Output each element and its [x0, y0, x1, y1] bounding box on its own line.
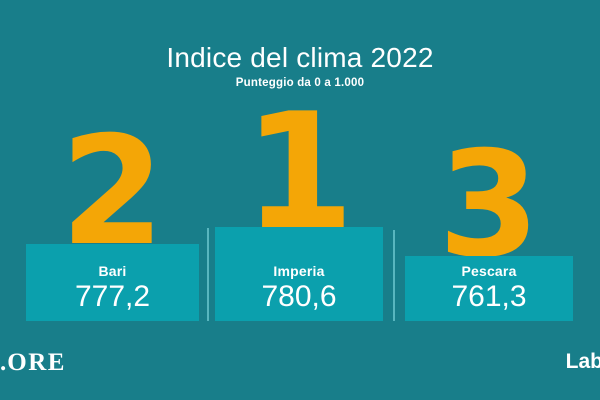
score-value-bari: 777,2 [74, 280, 151, 313]
rank-number-bari: 2 [60, 104, 165, 279]
city-label-bari: Bari [98, 263, 127, 279]
sole24ore-logo-dot: . [0, 349, 7, 376]
rank-number-pescara: 3 [438, 120, 540, 291]
podium-divider-left [207, 228, 209, 321]
sole24ore-logo: .ORE [0, 350, 66, 375]
chart-subtitle: Punteggio da 0 a 1.000 [235, 77, 365, 89]
city-label-pescara: Pescara [461, 263, 517, 279]
score-value-pescara: 761,3 [451, 280, 527, 313]
score-value-imperia: 780,6 [261, 280, 337, 313]
city-label-imperia: Imperia [273, 263, 325, 279]
podium-divider-right [393, 230, 395, 321]
podium-box-pescara: Pescara 761,3 [405, 256, 573, 321]
rank-number-imperia: 1 [243, 77, 355, 265]
chart-title: Indice del clima 2022 [166, 42, 434, 73]
podium-box-bari: Bari 777,2 [26, 244, 199, 321]
podium-box-imperia: Imperia 780,6 [215, 227, 383, 321]
lab24-logo: Lab [565, 350, 600, 373]
sole24ore-logo-text: ORE [7, 349, 66, 376]
